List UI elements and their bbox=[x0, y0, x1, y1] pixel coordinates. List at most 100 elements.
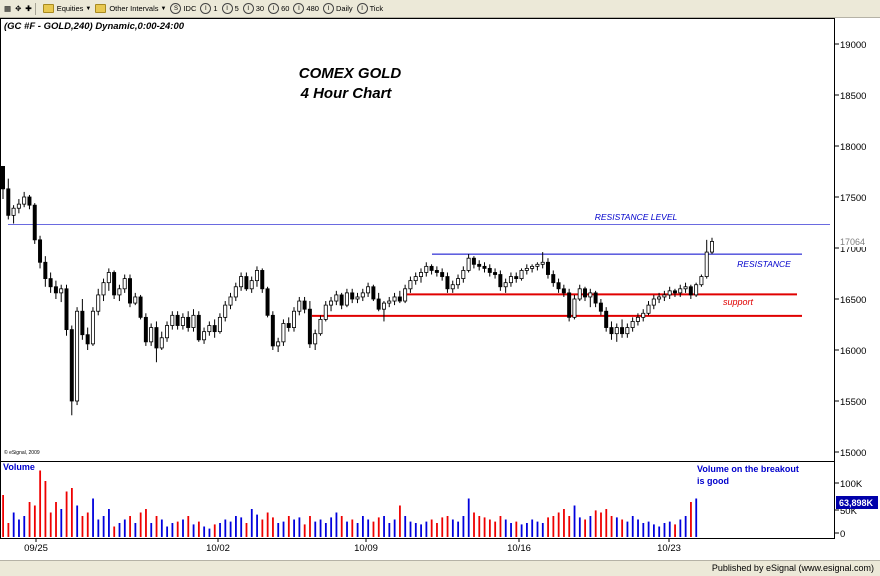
volume-bar bbox=[393, 519, 396, 537]
candle bbox=[630, 317, 635, 332]
candle-body bbox=[186, 316, 191, 328]
interval-daily-button[interactable]: I Daily bbox=[322, 3, 353, 14]
candle bbox=[350, 288, 355, 304]
candle-body bbox=[651, 298, 656, 306]
volume-bar bbox=[182, 519, 184, 537]
chart-menu-icon[interactable]: ▦ bbox=[4, 4, 12, 13]
volume-bar bbox=[499, 516, 502, 537]
candle bbox=[392, 292, 397, 306]
interval-icon: I bbox=[268, 3, 280, 14]
volume-bar bbox=[361, 516, 364, 537]
candle-body bbox=[334, 294, 339, 302]
interval-480-button[interactable]: I 480 bbox=[293, 3, 319, 14]
volume-bar bbox=[430, 519, 433, 537]
price-tick-label: 15000 bbox=[840, 448, 866, 459]
other-intervals-button[interactable]: Other Intervals ▼ bbox=[95, 4, 166, 13]
candle-body bbox=[445, 276, 450, 290]
candle-body bbox=[265, 288, 270, 316]
candle-body bbox=[159, 337, 164, 349]
price-chart[interactable]: 15000 15500 16000 16500 17000 17500 18000 18500… bbox=[0, 18, 880, 560]
candle-body bbox=[313, 333, 318, 345]
candle bbox=[6, 178, 11, 220]
candle bbox=[583, 286, 588, 302]
candle-body bbox=[641, 312, 646, 318]
date-tick-label: 10/02 bbox=[206, 543, 230, 554]
copyright-text: © eSignal, 2009 bbox=[4, 449, 40, 456]
add-icon[interactable]: ✚ bbox=[25, 4, 32, 13]
candle-body bbox=[493, 272, 498, 275]
volume-bar bbox=[409, 521, 412, 537]
interval-idc-button[interactable]: S IDC bbox=[170, 3, 196, 14]
volume-bar bbox=[504, 519, 507, 537]
volume-bar bbox=[478, 516, 481, 537]
candle-body bbox=[392, 296, 397, 302]
equities-button[interactable]: Equities ▼ bbox=[42, 4, 91, 13]
candle-body bbox=[133, 296, 138, 304]
interval-tick-button[interactable]: I Tick bbox=[356, 3, 383, 14]
volume-bar bbox=[213, 524, 216, 537]
volume-bar bbox=[594, 510, 597, 537]
candle bbox=[196, 311, 201, 342]
volume-bar bbox=[44, 481, 47, 537]
candle bbox=[106, 268, 111, 291]
candle-body bbox=[429, 265, 434, 271]
interval-label: 60 bbox=[281, 4, 290, 13]
price-tick-label: 17000 bbox=[840, 244, 866, 255]
candle-body bbox=[223, 304, 228, 318]
candle bbox=[429, 264, 434, 275]
volume-bar bbox=[578, 517, 581, 537]
candle bbox=[641, 309, 646, 322]
volume-bar bbox=[547, 517, 549, 537]
candle-body bbox=[403, 288, 408, 302]
volume-bar bbox=[631, 516, 634, 537]
candle-body bbox=[503, 282, 508, 288]
candle bbox=[138, 294, 143, 320]
date-tick-label: 09/25 bbox=[24, 543, 48, 554]
candle-body bbox=[11, 207, 16, 216]
volume-bar bbox=[39, 470, 42, 537]
candle bbox=[524, 264, 529, 275]
candle bbox=[90, 307, 95, 346]
candle bbox=[667, 286, 672, 299]
candle-body bbox=[106, 272, 111, 284]
candle-body bbox=[233, 286, 238, 298]
interval-30-button[interactable]: I 30 bbox=[242, 3, 264, 14]
candle bbox=[699, 274, 704, 287]
interval-icon: I bbox=[221, 3, 233, 14]
candle-body bbox=[355, 296, 360, 300]
volume-bar bbox=[192, 524, 195, 537]
volume-note-line1: Volume on the breakout bbox=[697, 464, 799, 474]
candle-body bbox=[75, 310, 80, 402]
volume-bar bbox=[2, 495, 4, 537]
candle bbox=[366, 282, 371, 297]
volume-bar bbox=[377, 517, 380, 537]
volume-bar bbox=[615, 517, 618, 537]
volume-bar bbox=[272, 517, 274, 537]
volume-bar bbox=[589, 516, 592, 537]
candle-body bbox=[657, 296, 662, 300]
candle bbox=[122, 274, 127, 293]
candle bbox=[133, 292, 138, 306]
candle-body bbox=[69, 329, 74, 402]
volume-bar bbox=[552, 516, 555, 537]
candle bbox=[170, 311, 175, 330]
candle bbox=[344, 288, 349, 308]
volume-bar bbox=[197, 521, 200, 537]
candle-body bbox=[254, 270, 259, 282]
volume-bar bbox=[637, 519, 639, 537]
volume-bar bbox=[372, 521, 375, 537]
candle-body bbox=[466, 257, 471, 271]
volume-bar bbox=[483, 517, 486, 537]
interval-label: Daily bbox=[335, 4, 353, 13]
interval-60-button[interactable]: I 60 bbox=[268, 3, 289, 14]
volume-bar bbox=[28, 502, 31, 537]
volume-bar bbox=[187, 516, 190, 537]
candle bbox=[64, 284, 69, 336]
cursor-icon[interactable]: ✥ bbox=[15, 4, 22, 13]
volume-bar bbox=[647, 521, 650, 537]
candle-body bbox=[276, 341, 281, 347]
candle-body bbox=[424, 265, 429, 273]
candle-body bbox=[630, 321, 635, 328]
